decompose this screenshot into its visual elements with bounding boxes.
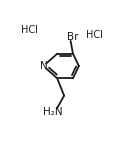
Text: HCl: HCl <box>86 30 103 40</box>
Text: H₂N: H₂N <box>43 107 63 117</box>
Text: HCl: HCl <box>21 25 38 35</box>
Text: Br: Br <box>67 32 78 42</box>
Text: N: N <box>39 61 47 71</box>
